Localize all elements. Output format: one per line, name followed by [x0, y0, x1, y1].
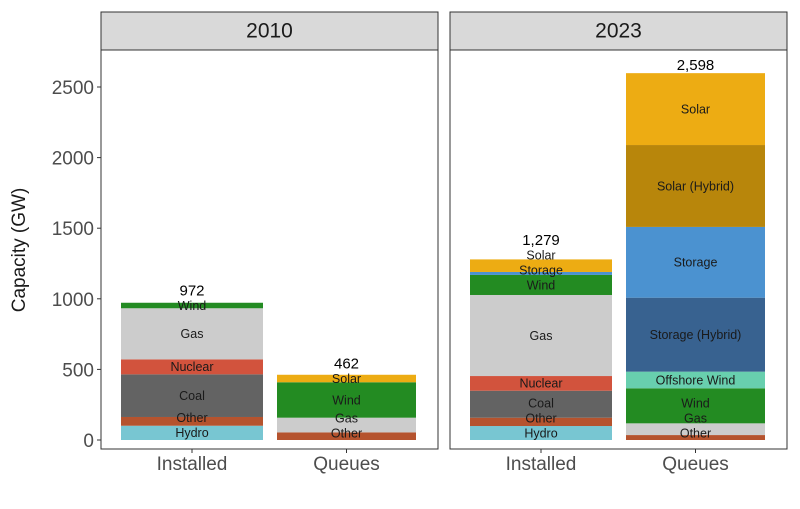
bar-segment-solar: [626, 73, 765, 146]
x-tick-label: Queues: [662, 454, 729, 475]
segment-label: Gas: [684, 411, 707, 425]
segment-label: Solar: [332, 372, 361, 386]
bar-segment-wind: [470, 274, 612, 295]
segment-label: Wind: [681, 396, 710, 410]
bar-total-label: 1,279: [522, 232, 560, 249]
segment-label: Other: [176, 411, 207, 425]
x-tick-label: Queues: [313, 454, 380, 475]
y-axis-ticks: 0 500 1000 1500 2000 2500: [52, 78, 101, 452]
bar-total-label: 462: [334, 356, 359, 373]
segment-label: Solar: [526, 248, 555, 262]
y-tick-label: 1000: [52, 290, 94, 311]
segment-label: Other: [525, 411, 556, 425]
bar-segment-storage: [626, 226, 765, 298]
bar-segment-other: [277, 432, 416, 440]
segment-label: Nuclear: [170, 360, 213, 374]
y-tick-label: 2000: [52, 149, 94, 170]
segment-label: Hydro: [175, 426, 208, 440]
x-tick-label: Installed: [157, 454, 228, 475]
bar-segment-wind: [121, 302, 263, 309]
segment-label: Gas: [530, 329, 553, 343]
y-tick-label: 2500: [52, 78, 94, 99]
segment-label: Wind: [178, 299, 207, 313]
bar-segment-other: [121, 416, 263, 426]
segment-label: Hydro: [524, 426, 557, 440]
bar-segment-wind: [277, 382, 416, 418]
facet-panels: 2010HydroOtherCoalNuclearGasWind972Insta…: [100, 11, 788, 475]
bar-segment-gas: [121, 308, 263, 360]
bar-segment-offshore-wind: [626, 371, 765, 389]
segment-label: Solar (Hybrid): [657, 179, 734, 193]
bar-segment-gas: [277, 417, 416, 433]
bar-segment-storage: [470, 271, 612, 275]
segment-label: Wind: [332, 393, 361, 407]
bar-segment-coal: [121, 374, 263, 417]
segment-label: Storage: [519, 263, 563, 277]
facet-strip: [449, 11, 788, 51]
segment-label: Offshore Wind: [656, 373, 736, 387]
facet-title: 2010: [246, 20, 293, 43]
y-tick-label: 1500: [52, 219, 94, 240]
bar-total-label: 972: [179, 283, 204, 300]
segment-label: Gas: [335, 411, 358, 425]
bar-segment-hydro: [470, 426, 612, 440]
bar-segment-hydro: [121, 425, 263, 440]
segment-label: Other: [331, 426, 362, 440]
segment-label: Wind: [527, 278, 556, 292]
panel-2010: 2010HydroOtherCoalNuclearGasWind972Insta…: [100, 11, 439, 475]
bar-segment-solar-hybrid-: [626, 145, 765, 227]
bar-segment-nuclear: [470, 376, 612, 391]
segment-label: Other: [680, 426, 711, 440]
bar-segment-storage-hybrid-: [626, 297, 765, 372]
bar-total-label: 2,598: [677, 57, 715, 74]
segment-label: Storage: [674, 256, 718, 270]
bar-segment-gas: [470, 294, 612, 377]
segment-label: Gas: [181, 327, 204, 341]
bar-segment-solar: [470, 259, 612, 272]
y-axis-label: Capacity (GW): [9, 188, 30, 313]
bar-segment-coal: [470, 390, 612, 418]
segment-label: Coal: [179, 389, 205, 403]
segment-label: Solar: [681, 102, 710, 116]
y-tick-label: 500: [62, 360, 94, 381]
segment-label: Storage (Hybrid): [650, 328, 742, 342]
segment-label: Coal: [528, 396, 554, 410]
x-tick-label: Installed: [506, 454, 577, 475]
facet-title: 2023: [595, 20, 642, 43]
y-tick-label: 0: [83, 431, 94, 452]
bar-segment-other: [470, 417, 612, 427]
bar-segment-other: [626, 435, 765, 440]
bar-segment-gas: [626, 423, 765, 436]
segment-label: Nuclear: [519, 377, 562, 391]
bar-segment-solar: [277, 374, 416, 383]
bar-segment-nuclear: [121, 359, 263, 375]
bar-segment-wind: [626, 388, 765, 424]
panel-2023: 2023HydroOtherCoalNuclearGasWindStorageS…: [449, 11, 788, 475]
